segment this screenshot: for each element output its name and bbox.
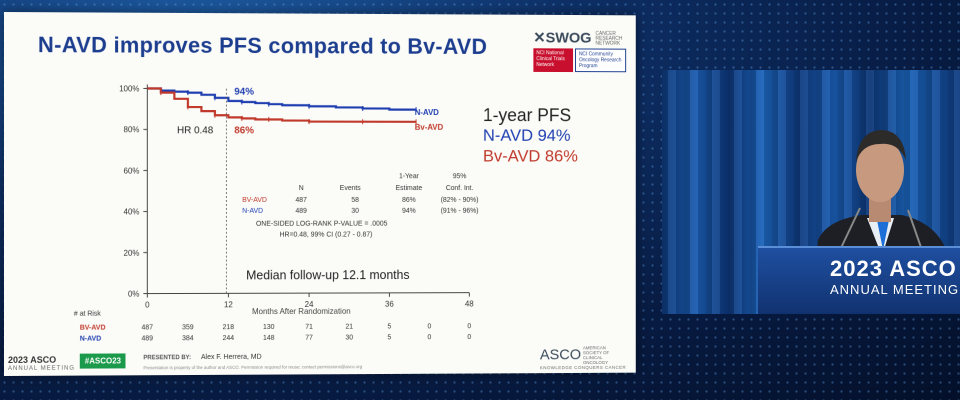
- presenter-credit: PRESENTED BY: Alex F. Herrera, MD: [143, 354, 261, 362]
- stats-row-arm: BV-AVD: [242, 197, 267, 204]
- navd-pct-label: 94%: [234, 87, 254, 98]
- stats-header-ci: 95%: [453, 173, 467, 180]
- podium: [758, 246, 960, 314]
- km-chart: 0% 20% 40% 60% 80% 100% 0 12 24 36 48 94% 86% HR …: [119, 12, 479, 316]
- meeting-logo: 2023 ASCO ANNUAL MEETING: [8, 352, 75, 372]
- pfs-summary-heading: 1-year PFS: [482, 105, 572, 126]
- y-tick-label: 60%: [124, 166, 140, 175]
- speaker-video-feed: 2023 ASCO ANNUAL MEETING: [662, 70, 960, 314]
- stats-header-events: Events: [340, 185, 361, 192]
- podium-title: 2023 ASCO: [830, 256, 957, 281]
- x-tick-label: 0: [145, 301, 150, 310]
- y-tick-label: 40%: [124, 208, 140, 217]
- x-axis: 0 12 24 36 48: [145, 293, 474, 310]
- stats-row-ci: (82% - 90%): [441, 197, 479, 204]
- at-risk-count: 218: [223, 324, 235, 331]
- at-risk-count: 489: [142, 335, 154, 342]
- at-risk-count: 0: [428, 323, 432, 330]
- at-risk-arm: N-AVD: [80, 336, 101, 343]
- at-risk-count: 487: [142, 324, 154, 331]
- at-risk-arm: BV-AVD: [80, 325, 106, 332]
- hr-ci-line: HR=0.48, 99% CI (0.27 - 0.87): [280, 232, 373, 239]
- stats-header-n: N: [299, 185, 304, 192]
- stats-row-estimate: 86%: [402, 197, 416, 204]
- x-axis-title: Months After Randomization: [252, 307, 351, 316]
- asco-logo-sub: AMERICAN SOCIETY OF CLINICAL ONCOLOGY: [582, 345, 610, 366]
- stats-row-events: 30: [351, 208, 359, 215]
- at-risk-count: 77: [305, 335, 313, 342]
- stats-row-n: 489: [295, 208, 307, 215]
- meeting-logo-sub: ANNUAL MEETING: [7, 365, 75, 372]
- stats-header-estimate: 1-Year: [399, 173, 419, 180]
- km-curves: [147, 88, 416, 124]
- at-risk-count: 21: [345, 324, 353, 331]
- at-risk-table: # at Risk BV-AVD 487 359 218 130 71 21 5 0 0 N-AVD…: [74, 311, 472, 343]
- navd-curve-label: N-AVD: [415, 108, 439, 117]
- x-axis-line: [147, 293, 469, 294]
- at-risk-count: 71: [305, 324, 313, 331]
- stats-table: N Events 1-Year Estimate 95% Conf. Int. …: [242, 173, 479, 239]
- y-axis: 0% 20% 40% 60% 80% 100%: [119, 84, 147, 299]
- x-tick-label: 36: [385, 300, 394, 309]
- hashtag-badge: #ASCO23: [79, 353, 126, 369]
- stats-row-estimate: 94%: [402, 208, 416, 215]
- y-tick-label: 0%: [128, 290, 139, 299]
- at-risk-count: 244: [223, 335, 235, 342]
- at-risk-count: 384: [182, 335, 194, 342]
- stats-header-ci-2: Conf. Int.: [446, 185, 474, 192]
- asco-logo: ASCO AMERICAN SOCIETY OF CLINICAL ONCOLOG…: [540, 345, 626, 370]
- presented-by-label: PRESENTED BY:: [143, 355, 192, 362]
- asco-tagline: KNOWLEDGE CONQUERS CANCER: [539, 364, 627, 371]
- slide-footer: 2023 ASCO ANNUAL MEETING #ASCO23 PRESENTE…: [4, 343, 636, 376]
- stats-row-arm: N-AVD: [242, 208, 263, 215]
- at-risk-count: 148: [263, 335, 275, 342]
- presenter-name: Alex F. Herrera, MD: [200, 353, 262, 362]
- meeting-logo-text: 2023 ASCO: [7, 354, 57, 365]
- at-risk-label: # at Risk: [74, 311, 102, 318]
- stats-row-n: 487: [295, 197, 307, 204]
- stats-header-estimate-2: Estimate: [396, 185, 423, 192]
- at-risk-count: 0: [467, 323, 471, 330]
- at-risk-count: 359: [182, 324, 194, 331]
- pfs-summary-navd: N-AVD 94%: [482, 125, 571, 145]
- asco-logo-text: ASCO: [539, 346, 582, 364]
- median-followup: Median follow-up 12.1 months: [246, 268, 409, 282]
- stats-row-ci: (91% - 96%): [441, 208, 479, 215]
- presentation-slide: N-AVD improves PFS compared to Bv-AVD ✕S…: [4, 12, 636, 376]
- at-risk-count: 0: [467, 334, 471, 341]
- at-risk-count: 0: [428, 334, 432, 341]
- at-risk-count: 5: [387, 334, 391, 341]
- hr-label: HR 0.48: [177, 125, 214, 136]
- pfs-summary-bvavd: Bv-AVD 86%: [482, 146, 578, 166]
- pvalue-line: ONE-SIDED LOG-RANK P-VALUE = .0005: [256, 221, 388, 228]
- x-tick-label: 24: [305, 300, 314, 309]
- x-tick-label: 12: [224, 300, 233, 309]
- copyright-note: Presentation is property of the author a…: [143, 364, 363, 371]
- y-tick-label: 20%: [124, 249, 140, 258]
- bvavd-curve-label: Bv-AVD: [415, 123, 444, 132]
- at-risk-count: 5: [387, 324, 391, 331]
- stats-row-events: 58: [351, 197, 359, 204]
- podium-subtitle: ANNUAL MEETING: [830, 282, 960, 297]
- bvavd-pct-label: 86%: [234, 125, 254, 136]
- at-risk-count: 130: [263, 324, 275, 331]
- y-tick-label: 80%: [124, 125, 140, 134]
- at-risk-count: 30: [345, 335, 353, 342]
- y-tick-label: 100%: [119, 84, 139, 93]
- x-tick-label: 48: [465, 300, 474, 309]
